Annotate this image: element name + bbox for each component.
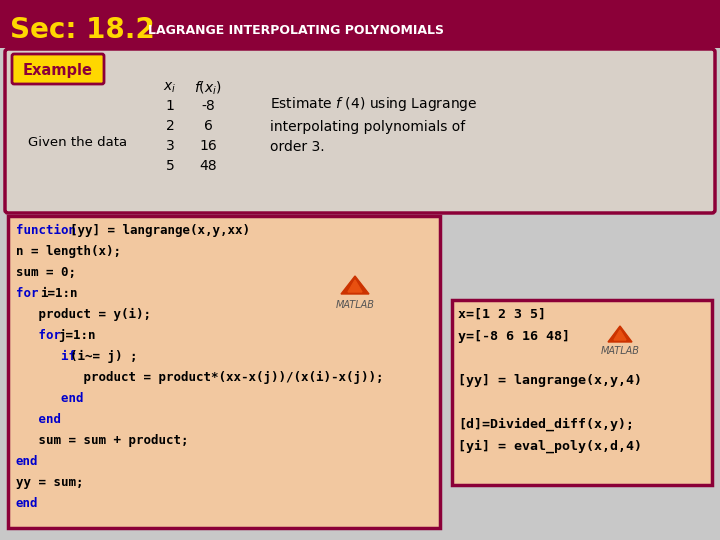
Text: product = product*(xx-x(j))/(x(i)-x(j));: product = product*(xx-x(j))/(x(i)-x(j)); [16,371,384,384]
Text: [yi] = eval_poly(x,d,4): [yi] = eval_poly(x,d,4) [458,440,642,454]
Text: if: if [16,350,84,363]
Text: -8: -8 [201,99,215,113]
Text: $x_i$: $x_i$ [163,81,176,95]
Text: [yy] = langrange(x,y,4): [yy] = langrange(x,y,4) [458,374,642,387]
Text: MATLAB: MATLAB [336,300,374,310]
FancyBboxPatch shape [452,300,712,485]
Text: 1: 1 [166,99,174,113]
Text: end: end [16,392,84,405]
Text: (i~= j) ;: (i~= j) ; [71,350,138,363]
Text: $f(x_i)$: $f(x_i)$ [194,79,222,97]
Text: Given the data: Given the data [28,136,127,148]
Text: product = y(i);: product = y(i); [16,308,151,321]
Text: 3: 3 [166,139,174,153]
Text: i=1:n: i=1:n [40,287,78,300]
FancyBboxPatch shape [5,49,715,213]
Text: 2: 2 [166,119,174,133]
Text: [d]=Divided_diff(x,y);: [d]=Divided_diff(x,y); [458,418,634,431]
Text: 48: 48 [199,159,217,173]
Text: Example: Example [23,63,93,78]
Text: sum = 0;: sum = 0; [16,266,76,279]
Polygon shape [614,330,626,340]
Text: y=[-8 6 16 48]: y=[-8 6 16 48] [458,330,570,343]
Polygon shape [341,276,369,294]
Text: Sec: 18.2: Sec: 18.2 [10,16,155,44]
Text: [yy] = langrange(x,y,xx): [yy] = langrange(x,y,xx) [71,224,251,237]
Text: function: function [16,224,84,237]
Text: 5: 5 [166,159,174,173]
Polygon shape [348,280,362,292]
Text: 6: 6 [204,119,212,133]
FancyBboxPatch shape [12,54,104,84]
Text: end: end [16,497,38,510]
Text: end: end [16,455,38,468]
Text: end: end [16,413,61,426]
Polygon shape [608,326,632,342]
Text: n = length(x);: n = length(x); [16,245,121,258]
Bar [0,0,720,48]
Text: x=[1 2 3 5]: x=[1 2 3 5] [458,308,546,321]
Text: j=1:n: j=1:n [58,329,96,342]
Text: for: for [16,287,46,300]
Text: for: for [16,329,68,342]
Text: MATLAB: MATLAB [600,346,639,356]
Text: sum = sum + product;: sum = sum + product; [16,434,189,447]
Text: 16: 16 [199,139,217,153]
Text: LAGRANGE INTERPOLATING POLYNOMIALS: LAGRANGE INTERPOLATING POLYNOMIALS [148,24,444,37]
Text: yy = sum;: yy = sum; [16,476,84,489]
Text: Estimate $f$ (4) using Lagrange
interpolating polynomials of
order 3.: Estimate $f$ (4) using Lagrange interpol… [270,95,477,154]
FancyBboxPatch shape [8,216,440,528]
